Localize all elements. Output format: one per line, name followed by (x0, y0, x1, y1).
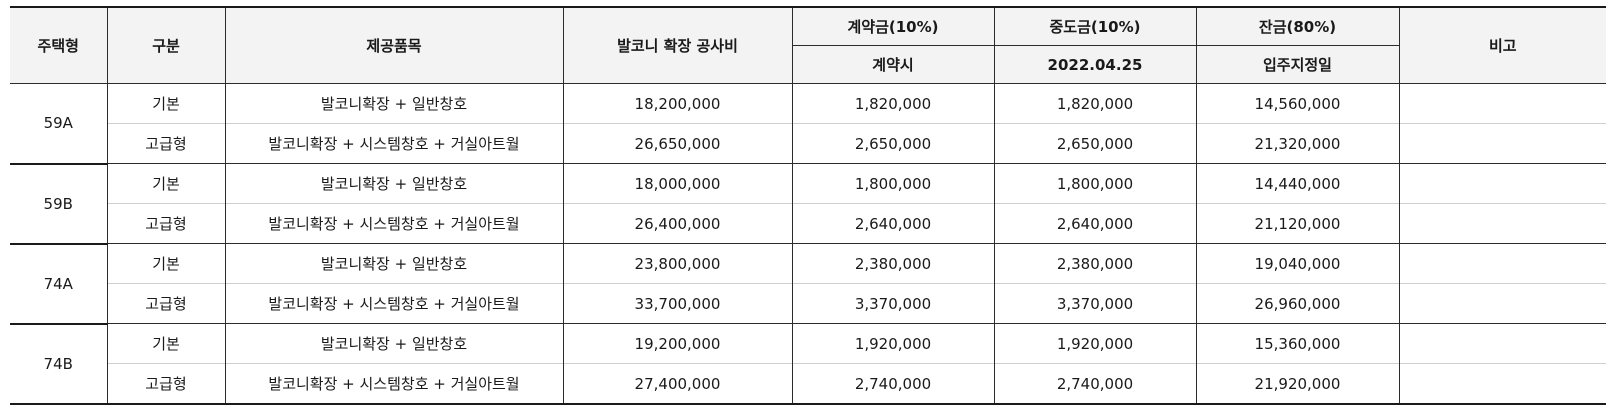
cost-cell: 26,400,000 (562, 203, 793, 244)
items-cell: 발코니확장 + 일반창호 (224, 323, 564, 364)
items-cell: 발코니확장 + 시스템창호 + 거실아트월 (224, 363, 564, 405)
balance-cell: 21,320,000 (1195, 123, 1400, 164)
header-deposit-when: 계약시 (792, 45, 995, 84)
deposit-cell: 2,640,000 (791, 203, 995, 244)
note-cell (1398, 123, 1606, 164)
category-cell: 기본 (106, 83, 226, 124)
interim-cell: 2,650,000 (993, 123, 1197, 164)
interim-cell: 1,800,000 (993, 163, 1197, 204)
deposit-cell: 2,380,000 (791, 243, 995, 284)
category-cell: 기본 (106, 243, 226, 284)
note-cell (1398, 363, 1606, 405)
cost-cell: 18,000,000 (562, 163, 793, 204)
balance-cell: 21,920,000 (1195, 363, 1400, 405)
table-row: 고급형 발코니확장 + 시스템창호 + 거실아트월 26,400,000 2,6… (10, 203, 1606, 244)
header-category: 구분 (106, 6, 226, 84)
table-row: 고급형 발코니확장 + 시스템창호 + 거실아트월 26,650,000 2,6… (10, 123, 1606, 164)
cost-cell: 26,650,000 (562, 123, 793, 164)
cost-cell: 27,400,000 (562, 363, 793, 405)
balance-cell: 26,960,000 (1195, 283, 1400, 324)
items-cell: 발코니확장 + 시스템창호 + 거실아트월 (224, 203, 564, 244)
interim-cell: 2,740,000 (993, 363, 1197, 405)
balance-cell: 15,360,000 (1195, 323, 1400, 364)
items-cell: 발코니확장 + 시스템창호 + 거실아트월 (224, 283, 564, 324)
header-deposit: 계약금(10%) (791, 6, 995, 46)
cost-cell: 23,800,000 (562, 243, 793, 284)
items-cell: 발코니확장 + 일반창호 (224, 163, 564, 204)
table-row: 59B 기본 발코니확장 + 일반창호 18,000,000 1,800,000… (10, 163, 1606, 245)
deposit-cell: 2,650,000 (791, 123, 995, 164)
category-cell: 고급형 (107, 203, 226, 244)
items-cell: 발코니확장 + 시스템창호 + 거실아트월 (224, 123, 564, 164)
interim-cell: 1,920,000 (993, 323, 1197, 364)
balance-cell: 14,440,000 (1195, 163, 1400, 204)
header-items: 제공품목 (224, 6, 564, 84)
items-cell: 발코니확장 + 일반창호 (224, 83, 564, 124)
note-cell (1398, 323, 1606, 364)
header-interim: 중도금(10%) (993, 6, 1197, 46)
cost-cell: 33,700,000 (562, 283, 793, 324)
type-cell: 59B (10, 163, 108, 245)
note-cell (1398, 283, 1606, 324)
table-body: 59A 기본 발코니확장 + 일반창호 18,200,000 1,820,000… (10, 83, 1606, 405)
category-cell: 기본 (106, 163, 226, 204)
header-interim-when: 2022.04.25 (993, 45, 1197, 84)
header-type: 주택형 (10, 6, 108, 84)
balcony-extension-price-table: 주택형 구분 제공품목 발코니 확장 공사비 계약금(10%) 중도금(10%)… (10, 6, 1606, 405)
interim-cell: 1,820,000 (993, 83, 1197, 124)
header-balance: 잔금(80%) (1195, 6, 1400, 46)
note-cell (1398, 243, 1606, 284)
header-balance-when: 입주지정일 (1195, 45, 1399, 84)
table-row: 74B 기본 발코니확장 + 일반창호 19,200,000 1,920,000… (10, 323, 1606, 405)
balance-cell: 19,040,000 (1195, 243, 1400, 284)
balance-cell: 14,560,000 (1195, 83, 1400, 124)
header-cost: 발코니 확장 공사비 (562, 6, 793, 84)
table-header: 주택형 구분 제공품목 발코니 확장 공사비 계약금(10%) 중도금(10%)… (10, 6, 1606, 84)
deposit-cell: 1,800,000 (791, 163, 995, 204)
category-cell: 고급형 (107, 363, 226, 405)
note-cell (1398, 83, 1606, 124)
table-row: 74A 기본 발코니확장 + 일반창호 23,800,000 2,380,000… (10, 243, 1606, 325)
interim-cell: 2,640,000 (993, 203, 1197, 244)
interim-cell: 3,370,000 (993, 283, 1197, 324)
note-cell (1398, 163, 1606, 204)
cost-cell: 18,200,000 (562, 83, 793, 124)
type-cell: 59A (10, 83, 108, 165)
note-cell (1398, 203, 1606, 244)
items-cell: 발코니확장 + 일반창호 (224, 243, 564, 284)
deposit-cell: 1,920,000 (791, 323, 995, 364)
table-row: 고급형 발코니확장 + 시스템창호 + 거실아트월 27,400,000 2,7… (10, 363, 1606, 405)
category-cell: 기본 (106, 323, 226, 364)
cost-cell: 19,200,000 (562, 323, 793, 364)
table-row: 고급형 발코니확장 + 시스템창호 + 거실아트월 33,700,000 3,3… (10, 283, 1606, 324)
table-row: 59A 기본 발코니확장 + 일반창호 18,200,000 1,820,000… (10, 83, 1606, 165)
deposit-cell: 3,370,000 (791, 283, 995, 324)
interim-cell: 2,380,000 (993, 243, 1197, 284)
deposit-cell: 1,820,000 (791, 83, 995, 124)
category-cell: 고급형 (107, 123, 226, 164)
type-cell: 74B (10, 323, 108, 405)
deposit-cell: 2,740,000 (791, 363, 995, 405)
balance-cell: 21,120,000 (1195, 203, 1400, 244)
category-cell: 고급형 (107, 283, 226, 324)
type-cell: 74A (10, 243, 108, 325)
header-note: 비고 (1398, 6, 1606, 84)
